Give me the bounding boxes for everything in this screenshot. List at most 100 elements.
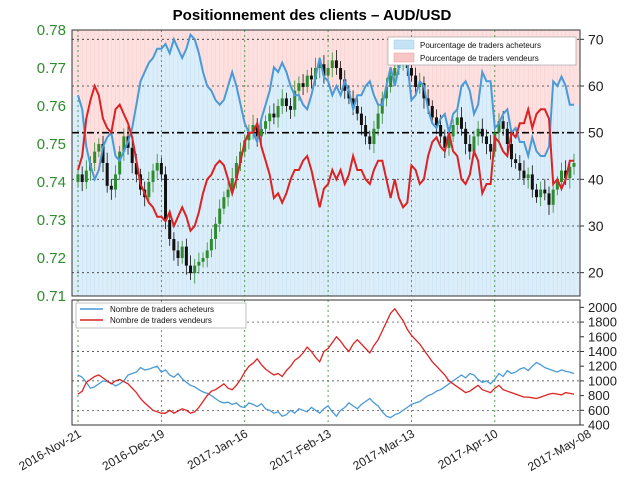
candle-body [522,170,526,179]
chart-title: Positionnement des clients – AUD/USD [173,7,452,24]
candle-body [76,174,80,182]
candle-body [318,64,322,68]
candle-body [234,163,238,179]
candle-body [409,68,413,76]
candle-body [564,170,568,179]
percent-tick-label: 40 [588,171,604,187]
candle-body [280,98,284,106]
candle-body [180,246,184,258]
count-tick-label: 1800 [588,315,617,330]
price-tick-label: 0.76 [37,98,66,115]
price-frame [71,29,581,297]
candle-body [168,220,172,239]
candle-body [384,87,388,99]
candle-body [122,136,126,152]
candle-body [501,121,505,129]
candle-body [309,75,313,80]
candle-body [114,174,118,190]
candle-body [355,106,359,114]
candle-body [551,189,555,205]
price-legend-box [387,36,577,66]
candle-body [484,136,488,144]
price-tick-label: 0.73 [37,212,66,229]
count-tick-label: 400 [588,418,610,433]
count-tick-label: 1600 [588,329,617,344]
long-percent-line [77,32,574,183]
candle-body [497,121,501,133]
price-tick-label: 0.72 [37,250,66,267]
price-tick-label: 0.71 [37,288,66,305]
price-legend: Pourcentage de traders acheteurs Pourcen… [387,36,577,66]
candle-body [447,136,451,148]
candle-body [505,128,509,144]
candle-body [305,75,309,87]
candle-body [226,189,230,198]
long-legend-label: Pourcentage de traders acheteurs [420,41,541,50]
percent-tick-label: 60 [588,78,604,94]
candle-body [189,265,193,274]
count-tick-label: 1000 [588,373,617,388]
candle-body [364,125,368,137]
candle-body [376,113,380,129]
percent-tick-label: 50 [588,125,604,141]
candle-body [209,239,213,251]
candle-body [472,136,476,152]
candle-body [489,144,493,152]
candle-body [393,68,397,76]
candle-body [101,144,105,163]
candle-body [93,151,97,163]
candle-body [530,174,534,190]
date-tick-label: 2017-Mar-13 [350,426,417,473]
candle-body [301,83,305,87]
candle-body [105,163,109,186]
candle-body [539,189,543,198]
candle-body [414,75,418,87]
price-panel: 0.71 0.72 0.73 0.74 0.75 0.76 0.77 0.78 20 30 40 5… [37,22,604,305]
candle-body [343,79,347,91]
candle-body [259,128,263,137]
candle-body [518,163,522,171]
count-tick-label: 800 [588,388,610,403]
candle-body [159,163,163,175]
candle-body [451,125,455,137]
candle-body [268,113,272,122]
date-tick-label: 2017-Feb-13 [267,426,334,473]
candle-body [526,174,530,179]
candle-body [468,144,472,152]
short-percent-line [77,83,574,233]
candle-body [247,132,251,141]
candle-body [184,246,188,266]
candle-body [351,98,355,106]
candle-body [372,128,376,144]
candle-body [476,128,480,137]
candle-body [568,166,572,179]
candle-body [289,106,293,110]
percent-axis-ticks: 20 30 40 50 60 70 [580,31,604,281]
count-tick-label: 1400 [588,344,617,359]
price-tick-label: 0.77 [37,60,66,77]
percent-tick-label: 30 [588,218,604,234]
candle-body [84,170,88,182]
percent-tick-label: 20 [588,265,604,281]
candle-body [134,163,138,175]
candle-body [559,170,563,182]
date-tick-label: 2017-Apr-10 [436,426,501,472]
candle-body [176,250,180,258]
candle-body [172,239,176,251]
candle-body [509,144,513,160]
date-tick-label: 2016-Nov-21 [16,426,83,473]
candle-body [543,189,547,194]
candle-body [214,223,218,239]
candle-body [439,125,443,137]
candle-body [151,170,155,182]
candle-body [230,178,234,190]
long-legend-swatch [393,39,415,50]
candle-body [322,64,326,76]
candle-body [284,98,288,106]
candle-body [514,159,518,163]
candle-body [118,151,122,175]
price-axis-ticks: 0.71 0.72 0.73 0.74 0.75 0.76 0.77 0.78 [37,22,66,305]
price-tick-label: 0.74 [37,174,66,191]
candle-body [330,60,334,68]
